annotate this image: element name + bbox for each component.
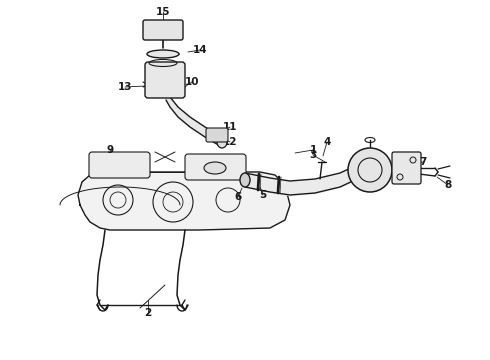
Text: 1: 1 — [309, 145, 317, 155]
Text: 10: 10 — [185, 77, 199, 87]
Text: 8: 8 — [444, 180, 452, 190]
FancyBboxPatch shape — [392, 152, 421, 184]
Ellipse shape — [147, 50, 179, 58]
Ellipse shape — [217, 136, 227, 148]
Text: 3: 3 — [309, 150, 317, 160]
Ellipse shape — [240, 173, 250, 187]
FancyBboxPatch shape — [89, 152, 150, 178]
Text: 14: 14 — [193, 45, 207, 55]
Text: 15: 15 — [156, 7, 170, 17]
Text: 5: 5 — [259, 190, 267, 200]
Text: 11: 11 — [223, 122, 237, 132]
FancyBboxPatch shape — [185, 154, 246, 180]
Text: 6: 6 — [234, 192, 242, 202]
Text: 7: 7 — [419, 157, 427, 167]
FancyBboxPatch shape — [206, 128, 228, 142]
FancyBboxPatch shape — [143, 20, 183, 40]
Polygon shape — [78, 172, 290, 230]
Text: 9: 9 — [106, 145, 114, 155]
Text: 12: 12 — [223, 137, 237, 147]
Ellipse shape — [204, 162, 226, 174]
Text: 2: 2 — [145, 308, 151, 318]
Circle shape — [348, 148, 392, 192]
Text: 4: 4 — [323, 137, 331, 147]
FancyBboxPatch shape — [145, 62, 185, 98]
Text: 13: 13 — [118, 82, 132, 92]
